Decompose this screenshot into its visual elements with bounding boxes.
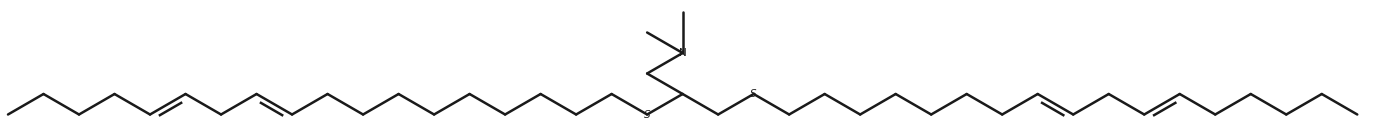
Text: S: S	[644, 110, 650, 119]
Text: S: S	[751, 89, 758, 99]
Text: N: N	[679, 48, 686, 58]
